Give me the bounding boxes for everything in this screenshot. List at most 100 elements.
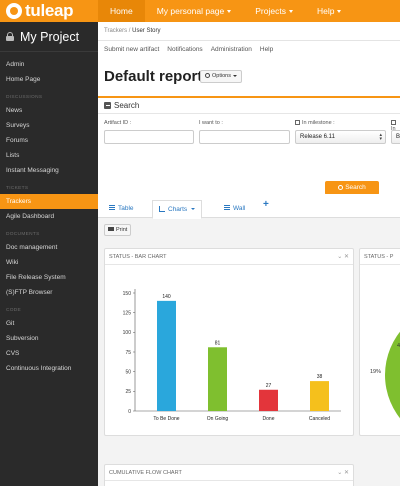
pie-label-left: 19% [370,369,381,375]
tab-charts[interactable]: Charts [152,200,203,219]
sidebar-heading-code: CODE [6,308,22,313]
sidebar-item-agile-dashboard[interactable]: Agile Dashboard [6,213,55,220]
breadcrumb: Trackers / User Story [98,22,400,41]
search-panel: Search Artifact ID : I want to : In mile… [98,96,400,202]
help-link[interactable]: Help [259,46,274,53]
pie-chart-card: STATUS - P 19% 4 [359,248,400,436]
chevron-down-icon [288,10,293,14]
close-chart-icon[interactable]: ✕ [343,254,349,260]
x-category-label: On Going [207,416,229,422]
top-bar: tuleap Home My personal page Projects He… [0,0,400,22]
search-header[interactable]: Search [98,98,400,114]
artifact-id-input[interactable] [104,130,194,144]
search-button[interactable]: Search [325,181,379,195]
collapse-chart-icon[interactable]: ⌄ [337,470,343,476]
tab-wall[interactable]: Wall [224,201,245,218]
bar-on-going [208,347,227,411]
sidebar-heading-discussions: DISCUSSIONS [6,95,43,100]
sidebar-item-subversion[interactable]: Subversion [6,335,39,342]
collapse-icon [104,102,111,109]
bar-canceled [310,381,329,411]
sidebar-heading-documents: DOCUMENTS [6,232,40,237]
submit-new-artifact-link[interactable]: Submit new artifact [104,46,160,53]
search-icon [338,185,344,190]
chevron-down-icon [191,208,196,211]
main-content: Trackers / User Story Submit new artifac… [98,22,400,486]
y-tick-label: 125 [123,310,132,316]
notifications-link[interactable]: Notifications [167,46,203,53]
project-name: My Project [20,29,80,44]
bar-chart: 0 25 50 75 100 125 150 140 To Be Done 81 On Going 2… [123,289,341,422]
bar-value-label: 81 [215,340,221,346]
milestone-select[interactable]: Release 6.11 ▴ ▾ [295,130,386,144]
y-tick-label: 75 [125,350,131,356]
x-category-label: Done [263,416,275,422]
tracker-subnav: Submit new artifact Notifications Admini… [98,41,400,58]
bar-done [259,389,278,411]
options-button[interactable]: Options [200,70,242,83]
chevron-down-icon [337,10,342,14]
pie-slice-green [385,331,400,419]
project-header[interactable]: My Project [0,22,98,52]
breadcrumb-trackers[interactable]: Trackers [104,28,128,34]
sidebar-item-doc-management[interactable]: Doc management [6,244,58,251]
logo-text: tuleap [25,1,74,20]
breadcrumb-user-story[interactable]: User Story [132,28,161,34]
sidebar-item-git[interactable]: Git [6,320,15,327]
nav-my-personal-page[interactable]: My personal page [145,0,244,22]
sidebar-item-cvs[interactable]: CVS [6,350,20,357]
sidebar-item-news[interactable]: News [6,107,23,114]
lock-icon [6,32,14,41]
sidebar-item-sftp-browser[interactable]: (S)FTP Browser [6,289,53,296]
sidebar-item-wiki[interactable]: Wiki [6,259,19,266]
grid-icon [391,120,396,125]
y-tick-label: 25 [125,389,131,395]
tab-table[interactable]: Table [109,201,134,218]
sidebar-item-file-release-system[interactable]: File Release System [6,274,66,281]
sidebar-item-home-page[interactable]: Home Page [6,76,41,83]
nav-home[interactable]: Home [98,0,145,22]
collapse-chart-icon[interactable]: ⌄ [337,254,343,260]
sidebar-item-admin[interactable]: Admin [6,61,25,68]
i-want-to-label: I want to : [199,120,223,126]
i-want-to-input[interactable] [199,130,290,144]
renderer-tabs: Table Charts Wall + [98,194,400,219]
milestone-label: In milestone : [295,120,335,126]
close-chart-icon[interactable]: ✕ [343,470,349,476]
search-heading: Search [114,101,140,110]
bar-value-label: 38 [317,374,323,380]
fourth-criteria-label: In [391,120,400,132]
y-tick-label: 50 [125,369,131,375]
pie-chart: 19% 4 [370,331,400,419]
tuleap-logo[interactable]: tuleap [6,1,74,20]
x-category-label: Canceled [309,416,330,422]
list-icon [109,205,115,210]
y-tick-label: 0 [128,409,131,415]
renderer-area: Table Charts Wall + Print STATUS - BAR C… [98,194,400,486]
grid-icon [295,120,300,125]
administration-link[interactable]: Administration [210,46,252,53]
sidebar-item-trackers[interactable]: Trackers [0,194,103,209]
chevron-down-icon [232,74,237,77]
y-tick-label: 100 [123,330,132,336]
wall-icon [224,205,230,210]
cumulative-flow-card: CUMULATIVE FLOW CHART ⌄ ✕ [104,464,354,486]
bar-chart-title: STATUS - BAR CHART ⌄ ✕ [105,249,353,265]
x-category-label: To Be Done [153,416,179,422]
artifact-id-label: Artifact ID : [104,120,132,126]
nav-help[interactable]: Help [305,0,353,22]
add-renderer-button[interactable]: + [263,199,269,210]
sidebar-item-surveys[interactable]: Surveys [6,122,30,129]
sidebar-item-lists[interactable]: Lists [6,152,20,159]
fourth-criteria-select[interactable]: B [391,130,400,144]
sidebar-heading-tickets: TICKETS [6,186,29,191]
cumulative-flow-title: CUMULATIVE FLOW CHART ⌄ ✕ [105,465,353,481]
print-button[interactable]: Print [104,224,132,236]
sidebar-item-forums[interactable]: Forums [6,137,29,144]
sidebar-item-instant-messaging[interactable]: Instant Messaging [6,167,59,174]
tuleap-logo-icon [6,3,22,19]
sidebar-item-continuous-integration[interactable]: Continuous Integration [6,365,72,372]
pie-chart-title: STATUS - P [360,249,400,265]
nav-projects[interactable]: Projects [243,0,305,22]
gear-icon [205,73,210,78]
